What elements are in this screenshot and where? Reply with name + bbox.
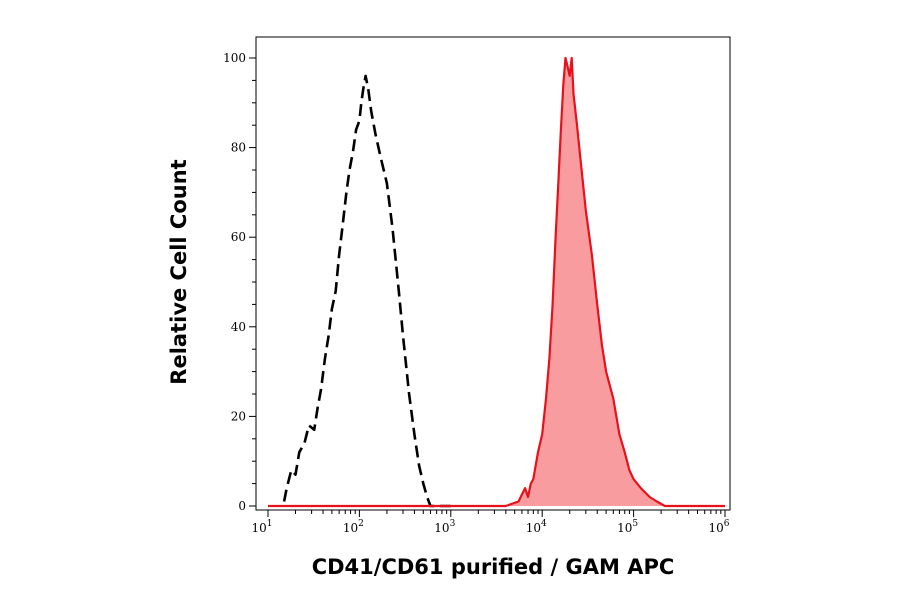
y-axis: 0 20 40 60 80 100 bbox=[223, 51, 256, 513]
x-tick-exponent: 6 bbox=[724, 519, 730, 529]
x-tick-label: 106 bbox=[708, 519, 729, 535]
y-tick-label: 20 bbox=[231, 409, 246, 423]
series-1-area bbox=[268, 58, 725, 506]
x-tick-label: 102 bbox=[343, 519, 364, 535]
y-tick-label: 60 bbox=[231, 230, 246, 244]
series-1-line bbox=[268, 56, 725, 508]
x-tick-base: 10 bbox=[617, 521, 632, 535]
plot-area bbox=[268, 56, 725, 508]
y-tick-label: 0 bbox=[238, 499, 246, 513]
x-tick-base: 10 bbox=[708, 521, 723, 535]
x-tick-exponent: 5 bbox=[632, 519, 638, 529]
y-tick-label: 40 bbox=[231, 320, 246, 334]
x-tick-label: 103 bbox=[434, 519, 455, 535]
x-tick-exponent: 4 bbox=[541, 519, 547, 529]
x-tick-base: 10 bbox=[434, 521, 449, 535]
y-tick-label: 100 bbox=[223, 51, 246, 65]
x-tick-base: 10 bbox=[526, 521, 541, 535]
x-tick-base: 10 bbox=[251, 521, 266, 535]
x-tick-label: 101 bbox=[251, 519, 272, 535]
x-tick-label: 105 bbox=[617, 519, 638, 535]
plot-frame bbox=[255, 36, 731, 511]
x-tick-exponent: 3 bbox=[450, 519, 456, 529]
x-tick-exponent: 2 bbox=[358, 519, 364, 529]
x-tick-base: 10 bbox=[343, 521, 358, 535]
x-axis: 101 102 103 104 105 106 bbox=[251, 510, 730, 535]
x-axis-title: CD41/CD61 purified / GAM APC bbox=[312, 555, 675, 579]
y-tick-label: 80 bbox=[231, 141, 246, 155]
x-tick-exponent: 1 bbox=[267, 519, 273, 529]
series-0-line bbox=[282, 74, 451, 508]
y-axis-title: Relative Cell Count bbox=[167, 159, 191, 384]
x-tick-label: 104 bbox=[526, 519, 547, 535]
